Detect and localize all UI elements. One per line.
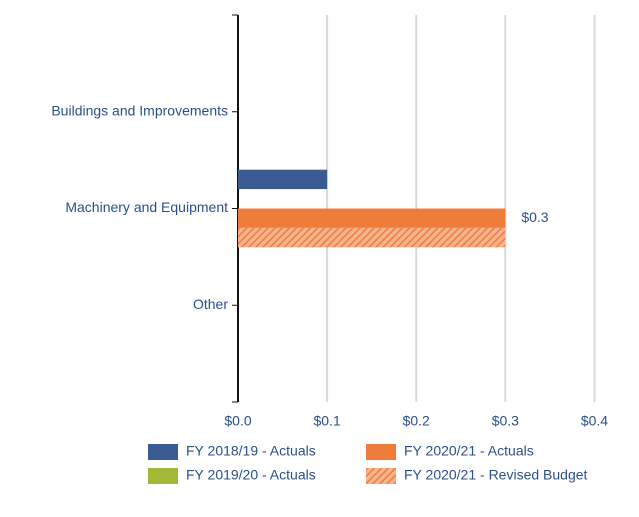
bar bbox=[238, 227, 506, 248]
legend-swatch bbox=[148, 468, 178, 484]
legend-swatch bbox=[148, 444, 178, 460]
bar bbox=[238, 169, 328, 190]
legend-label: FY 2020/21 - Actuals bbox=[404, 443, 534, 459]
y-tick-label: Other bbox=[193, 296, 228, 312]
y-tick-label: Machinery and Equipment bbox=[65, 199, 228, 215]
legend-label: FY 2020/21 - Revised Budget bbox=[404, 467, 588, 483]
legend-label: FY 2018/19 - Actuals bbox=[186, 443, 316, 459]
x-tick-label: $0.1 bbox=[313, 413, 340, 429]
y-tick-label: Buildings and Improvements bbox=[51, 102, 228, 118]
x-tick-label: $0.4 bbox=[581, 413, 608, 429]
legend-label: FY 2019/20 - Actuals bbox=[186, 467, 316, 483]
data-label: $0.3 bbox=[521, 209, 548, 225]
bar bbox=[238, 208, 506, 228]
legend-swatch bbox=[366, 468, 396, 484]
legend-swatch bbox=[366, 444, 396, 460]
x-tick-label: $0.3 bbox=[492, 413, 519, 429]
x-tick-label: $0.2 bbox=[403, 413, 430, 429]
x-tick-label: $0.0 bbox=[224, 413, 251, 429]
